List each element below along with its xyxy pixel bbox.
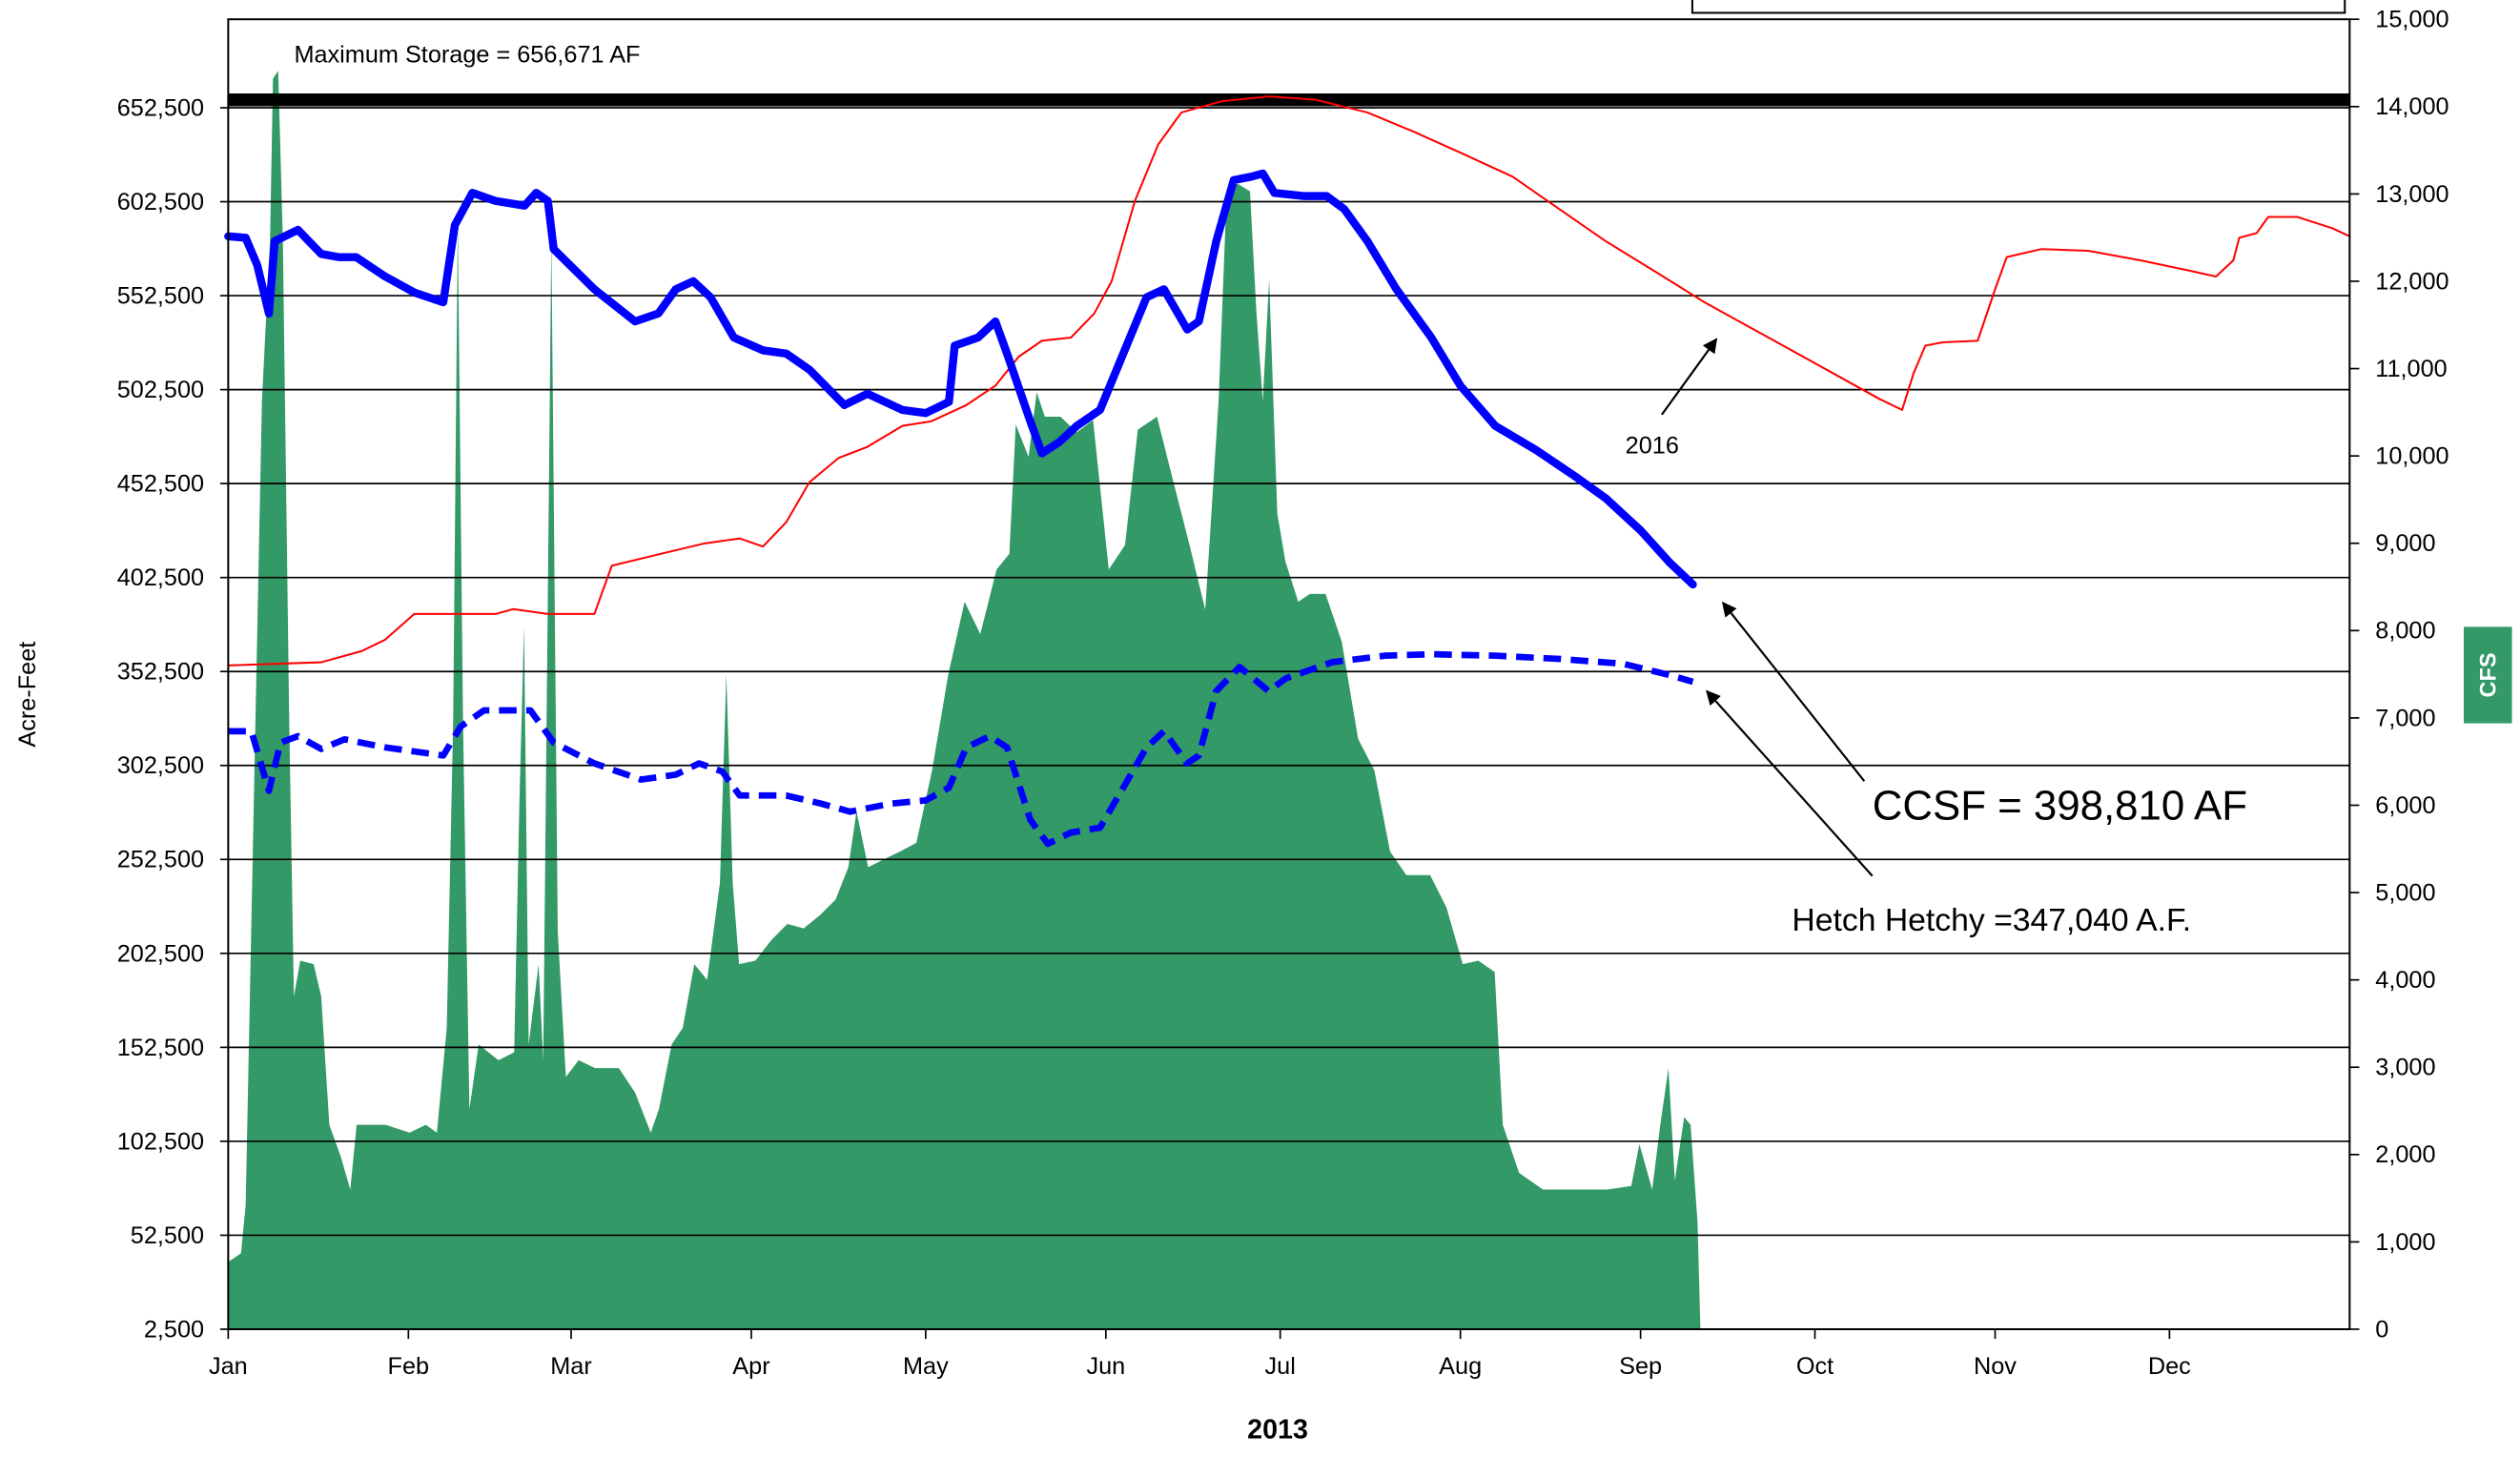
x-tick-label: Apr <box>732 1353 769 1380</box>
max-storage-label: Maximum Storage = 656,671 AF <box>294 42 640 69</box>
annotation-2016: 2016 <box>1626 432 1679 459</box>
y2-tick-label: 5,000 <box>2375 879 2435 906</box>
x-tick-label: Jun <box>1086 1353 1125 1380</box>
x-tick-label: Mar <box>550 1353 592 1380</box>
y-tick-label: 502,500 <box>117 377 204 403</box>
x-tick-label: May <box>903 1353 949 1380</box>
line-layer <box>224 95 2351 848</box>
y2-tick-label: 1,000 <box>2375 1229 2435 1256</box>
y-tick-label: 402,500 <box>117 564 204 591</box>
y-tick-label: 302,500 <box>117 752 204 779</box>
y-tick-label: 252,500 <box>117 847 204 873</box>
y2-tick-label: 8,000 <box>2375 618 2435 645</box>
x-tick-label: Dec <box>2148 1353 2191 1380</box>
grid-layer <box>228 93 2350 1330</box>
annotation-ccsf: CCSF = 398,810 AF <box>1873 783 2247 830</box>
y-tick-label: 152,500 <box>117 1035 204 1061</box>
annotation-hetch-hetchy: Hetch Hetchy =347,040 A.F. <box>1792 902 2191 938</box>
y2-tick-label: 12,000 <box>2375 268 2448 295</box>
y-axis-label: Acre-Feet <box>14 642 41 748</box>
y-tick-label: 102,500 <box>117 1128 204 1155</box>
y2-label-box <box>2464 626 2512 724</box>
y2-tick-label: 11,000 <box>2375 356 2447 382</box>
y2-tick-label: 7,000 <box>2375 705 2435 731</box>
y-tick-label: 452,500 <box>117 471 204 498</box>
x-tick-label: Sep <box>1619 1353 1662 1380</box>
x-tick-label: Aug <box>1439 1353 1482 1380</box>
legend-box <box>1690 0 2346 14</box>
y-tick-label: 352,500 <box>117 659 204 686</box>
x-tick-label: Oct <box>1796 1353 1834 1380</box>
arrow <box>1721 601 1866 782</box>
y-tick-label: 202,500 <box>117 940 204 967</box>
y2-tick-label: 10,000 <box>2375 443 2448 470</box>
y2-tick-label: 4,000 <box>2375 967 2435 994</box>
y-tick-label: 552,500 <box>117 282 204 309</box>
x-tick-label: Feb <box>388 1353 430 1380</box>
x-tick-label: Nov <box>1974 1353 2017 1380</box>
plot-frame <box>227 18 2351 1331</box>
flow-area <box>228 71 1701 1329</box>
y2-tick-label: 6,000 <box>2375 792 2435 819</box>
y-tick-label: 52,500 <box>131 1222 204 1249</box>
x-tick-label: Jul <box>1265 1353 1296 1380</box>
y2-tick-label: 14,000 <box>2375 93 2448 120</box>
arrow <box>1706 689 1874 877</box>
arrow <box>1661 338 1718 416</box>
y2-tick-label: 3,000 <box>2375 1055 2435 1081</box>
y2-tick-label: 15,000 <box>2375 7 2448 33</box>
y-tick-label: 602,500 <box>117 189 204 215</box>
y2-tick-label: 9,000 <box>2375 530 2435 557</box>
dashed-line <box>228 650 1694 848</box>
area-layer <box>228 71 1701 1329</box>
x-tick-label: Jan <box>209 1353 248 1380</box>
x-axis-label: 2013 <box>1247 1415 1308 1446</box>
storage-line <box>224 169 1697 589</box>
y2-tick-label: 2,000 <box>2375 1141 2435 1168</box>
axes-layer: Jan Feb Mar Apr May Jun Jul Aug Sep Oct Nov Dec 2,50… <box>117 7 2449 1381</box>
y-tick-label: 2,500 <box>144 1316 204 1343</box>
y2-tick-label: 0 <box>2375 1316 2388 1343</box>
y-tick-label: 652,500 <box>117 94 204 121</box>
y2-tick-label: 13,000 <box>2375 181 2448 208</box>
storage-line <box>227 95 2351 667</box>
y2-axis-label: CFS <box>2476 652 2501 697</box>
